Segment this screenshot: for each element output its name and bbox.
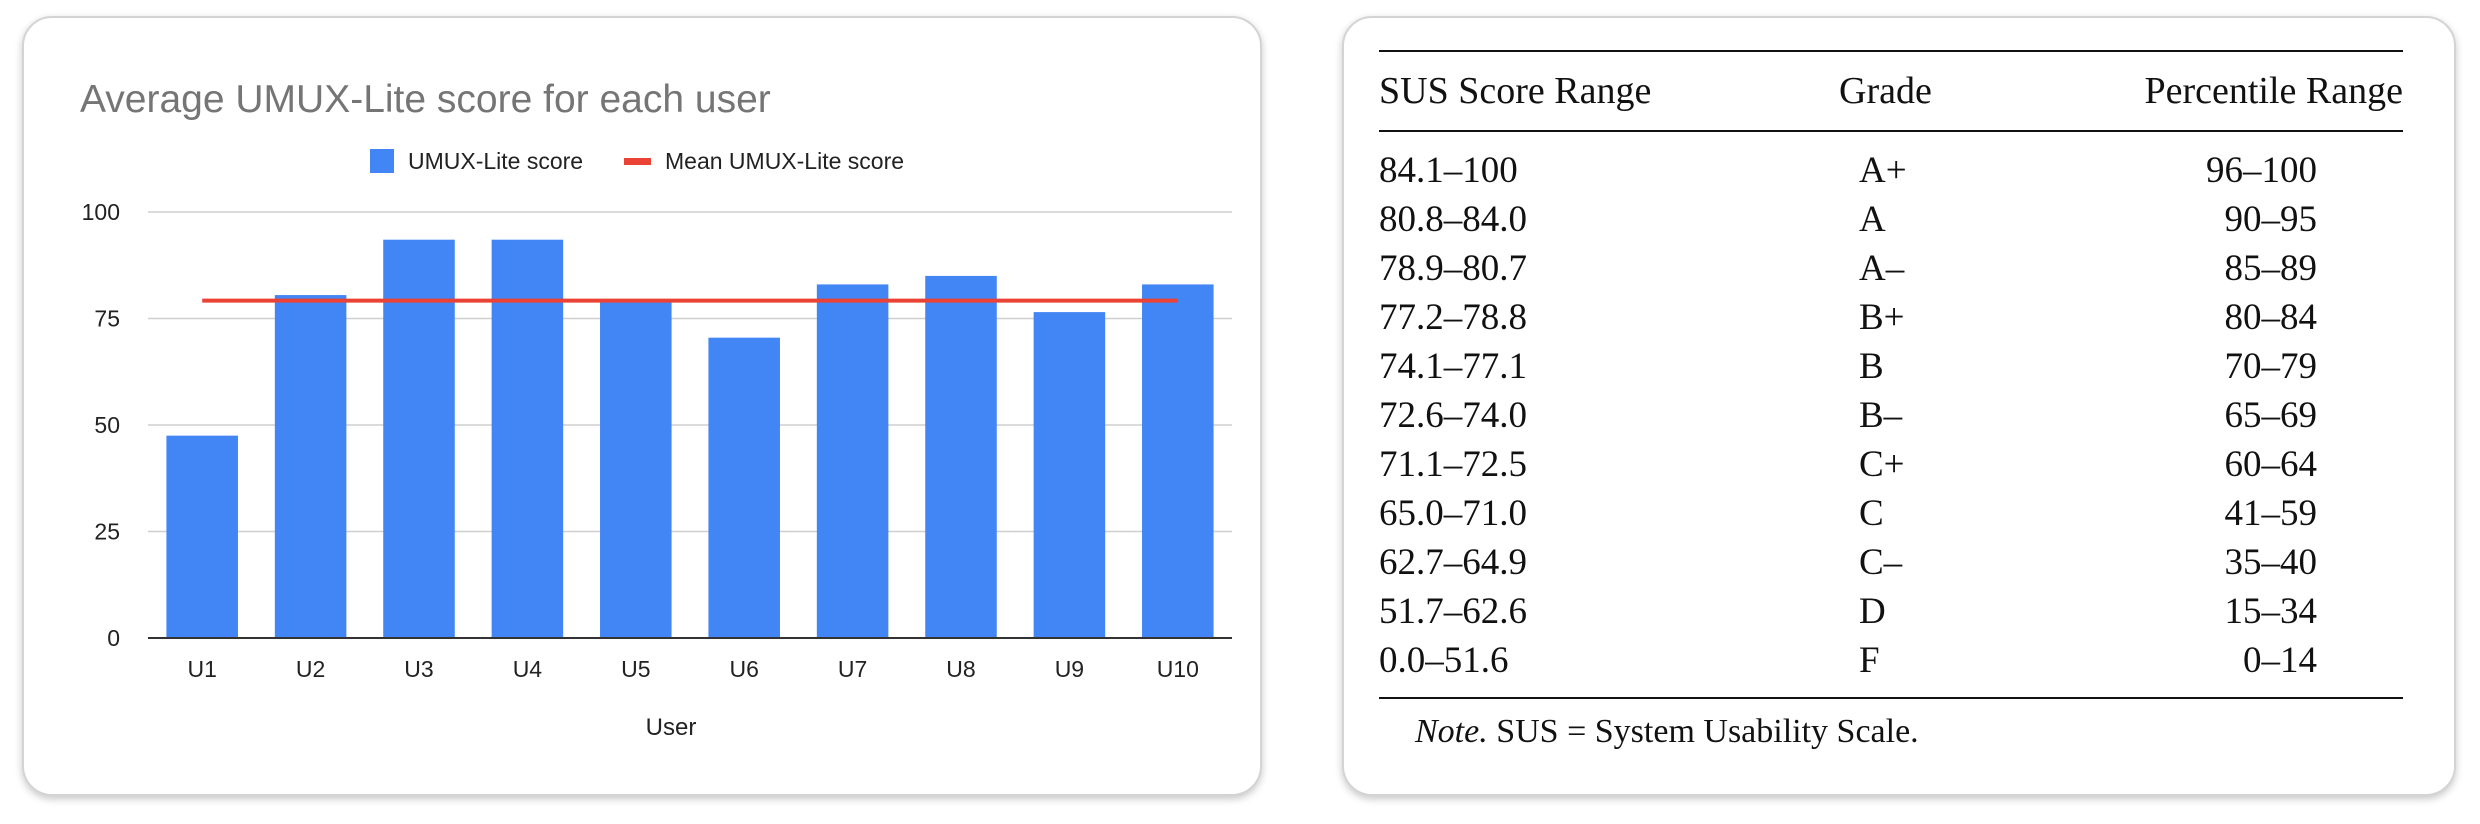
cell-percentile-range: 41–59 <box>2224 493 2318 534</box>
y-tick-label: 0 <box>107 625 120 651</box>
cell-grade: C+ <box>1859 444 1905 485</box>
table-header-row: SUS Score Range Grade Percentile Range <box>1379 52 2403 130</box>
table-row: 74.1–77.1 B 70–79 <box>1379 342 2403 391</box>
x-tick-label: U7 <box>838 656 867 682</box>
x-tick-label: U3 <box>404 656 433 682</box>
x-tick-label: U6 <box>729 656 758 682</box>
cell-percentile-range: 85–89 <box>2224 248 2318 289</box>
table-row: 72.6–74.0 B– 65–69 <box>1379 391 2403 440</box>
cell-percentile-range: 65–69 <box>2224 395 2318 436</box>
table-row: 78.9–80.7 A– 85–89 <box>1379 244 2403 293</box>
cell-grade: B– <box>1859 395 1903 436</box>
cell-score-range: 84.1–100 <box>1379 150 1518 191</box>
bar-u1 <box>166 435 238 638</box>
table-row: 0.0–51.6 F 0–14 <box>1379 636 2403 685</box>
bar-u3 <box>383 239 455 638</box>
cell-grade: C <box>1859 493 1884 534</box>
cell-percentile-range: 70–79 <box>2224 346 2318 387</box>
cell-score-range: 80.8–84.0 <box>1379 199 1527 240</box>
bar-u8 <box>925 275 997 638</box>
y-axis-ticks: 0 25 50 75 100 <box>82 199 120 651</box>
bar-u2 <box>274 295 347 638</box>
bar-u10 <box>1142 284 1214 638</box>
bar-u6 <box>708 337 780 638</box>
y-tick-label: 50 <box>94 412 120 438</box>
legend-swatch-line <box>624 158 651 165</box>
cell-percentile-range: 0–14 <box>2243 640 2317 681</box>
sus-grade-table-card: SUS Score Range Grade Percentile Range 8… <box>1342 16 2456 796</box>
y-tick-label: 25 <box>94 519 120 545</box>
umux-lite-bar-chart: Average UMUX-Lite score for each user UM… <box>80 78 1232 741</box>
cell-score-range: 72.6–74.0 <box>1379 395 1527 436</box>
x-axis-title: User <box>646 714 697 741</box>
cell-percentile-range: 96–100 <box>2206 150 2317 191</box>
x-tick-label: U1 <box>187 656 216 682</box>
cell-grade: F <box>1859 640 1880 681</box>
cell-percentile-range: 60–64 <box>2224 444 2318 485</box>
table-bottom-rule <box>1379 697 2403 699</box>
table-row: 62.7–64.9 C– 35–40 <box>1379 538 2403 587</box>
cell-score-range: 74.1–77.1 <box>1379 346 1527 387</box>
cell-score-range: 0.0–51.6 <box>1379 640 1509 681</box>
x-tick-label: U9 <box>1055 656 1084 682</box>
table-note: Note. SUS = System Usability Scale. <box>1379 713 2403 751</box>
chart-title: Average UMUX-Lite score for each user <box>80 78 771 121</box>
table-row: 65.0–71.0 C 41–59 <box>1379 489 2403 538</box>
bar-u4 <box>491 239 564 638</box>
cell-grade: D <box>1859 591 1886 632</box>
sus-grade-table: SUS Score Range Grade Percentile Range 8… <box>1379 50 2403 751</box>
legend-swatch-bar <box>370 149 394 173</box>
x-axis-ticks: U1 U2 U3 U4 U5 U6 U7 U8 U9 U10 <box>187 656 1198 682</box>
cell-percentile-range: 90–95 <box>2224 199 2318 240</box>
cell-grade: A <box>1859 199 1886 240</box>
cell-grade: C– <box>1859 542 1903 583</box>
chart-card: Average UMUX-Lite score for each user UM… <box>22 16 1262 796</box>
x-tick-label: U10 <box>1157 656 1199 682</box>
table-row: 71.1–72.5 C+ 60–64 <box>1379 440 2403 489</box>
table-row: 77.2–78.8 B+ 80–84 <box>1379 293 2403 342</box>
cell-grade: A– <box>1859 248 1905 289</box>
cell-grade: B <box>1859 346 1884 387</box>
table-row: 84.1–100 A+ 96–100 <box>1379 146 2403 195</box>
x-tick-label: U2 <box>296 656 325 682</box>
cell-score-range: 62.7–64.9 <box>1379 542 1527 583</box>
legend-label-line: Mean UMUX-Lite score <box>665 148 904 174</box>
table-row: 80.8–84.0 A 90–95 <box>1379 195 2403 244</box>
table-top-rule <box>1379 50 2403 52</box>
cell-score-range: 51.7–62.6 <box>1379 591 1527 632</box>
cell-percentile-range: 80–84 <box>2224 297 2318 338</box>
cell-score-range: 65.0–71.0 <box>1379 493 1527 534</box>
x-tick-label: U4 <box>513 656 543 682</box>
chart-legend: UMUX-Lite score Mean UMUX-Lite score <box>370 148 904 174</box>
bar-u9 <box>1033 312 1106 638</box>
bar-u7 <box>816 284 889 638</box>
header-percentile-range: Percentile Range <box>2144 70 2403 112</box>
bar-u5 <box>600 302 672 638</box>
cell-score-range: 77.2–78.8 <box>1379 297 1527 338</box>
x-tick-label: U8 <box>946 656 975 682</box>
cell-grade: B+ <box>1859 297 1905 338</box>
legend-label-bar: UMUX-Lite score <box>408 148 583 174</box>
note-label: Note. <box>1415 713 1488 750</box>
bars <box>166 239 1214 638</box>
note-text: SUS = System Usability Scale. <box>1487 713 1919 750</box>
x-tick-label: U5 <box>621 656 650 682</box>
table-row: 51.7–62.6 D 15–34 <box>1379 587 2403 636</box>
table-body: 84.1–100 A+ 96–100 80.8–84.0 A 90–95 78.9–80.7… <box>1379 132 2403 697</box>
cell-percentile-range: 15–34 <box>2224 591 2318 632</box>
header-grade: Grade <box>1839 70 1932 112</box>
table-header-rule <box>1379 130 2403 132</box>
cell-percentile-range: 35–40 <box>2224 542 2318 583</box>
cell-grade: A+ <box>1859 150 1907 191</box>
y-tick-label: 75 <box>94 306 120 332</box>
header-sus-score-range: SUS Score Range <box>1379 70 1652 112</box>
cell-score-range: 78.9–80.7 <box>1379 248 1527 289</box>
y-tick-label: 100 <box>82 199 120 225</box>
cell-score-range: 71.1–72.5 <box>1379 444 1527 485</box>
